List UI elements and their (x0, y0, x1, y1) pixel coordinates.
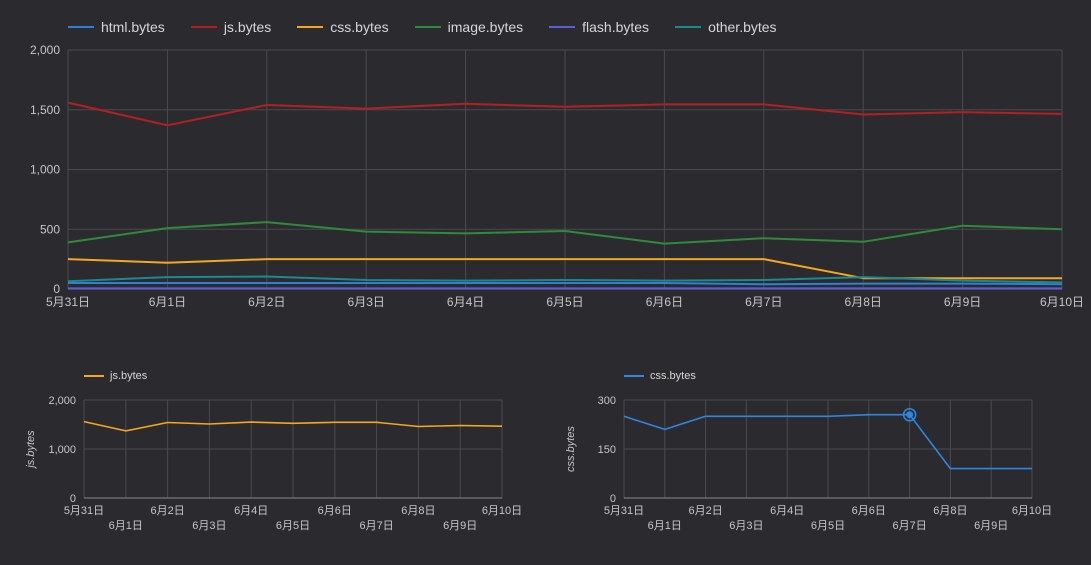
x-tick-label: 6月3日 (192, 520, 226, 532)
series-line-image (67, 221, 1063, 245)
x-tick-label: 6月9日 (443, 520, 477, 532)
legend-label: image.bytes (447, 19, 524, 35)
x-tick-label: 6月4日 (447, 295, 484, 309)
chart-1: 0 1,000 2,000 5月31日 6月1日 6月2日 6月3日 6月4日 6月5日 6月6日… (25, 395, 522, 532)
legend-swatch (68, 26, 94, 28)
x-tick-label: 6月10日 (482, 505, 522, 517)
y-tick-label: 150 (598, 444, 616, 456)
x-tick-label: 6月2日 (150, 505, 184, 517)
x-tick-label: 6月1日 (648, 520, 682, 532)
x-tick-label: 6月6日 (646, 295, 683, 309)
x-tick-label: 6月8日 (845, 295, 882, 309)
series-line-other (67, 275, 1063, 284)
x-tick-label: 6月10日 (1012, 505, 1052, 517)
legend-label: html.bytes (101, 19, 165, 35)
x-tick-label: 6月7日 (892, 520, 926, 532)
chart-2: 0 150 300 5月31日 6月1日 6月2日 6月3日 6月4日 6月5日 6月6日 6月7日… (565, 395, 1052, 532)
x-tick-label: 6月3日 (729, 520, 763, 532)
y-tick-label: 0 (70, 493, 76, 505)
legend-label: css.bytes (650, 370, 696, 382)
y-tick-label: 1,500 (30, 103, 60, 117)
legend-item-small_js[interactable]: js.bytes (84, 370, 147, 382)
x-tick-label: 6月5日 (811, 520, 845, 532)
legend-item-image[interactable]: image.bytes (414, 19, 524, 35)
x-tick-label: 6月10日 (1040, 295, 1084, 309)
x-tick-label: 5月31日 (604, 505, 644, 517)
x-tick-label: 6月5日 (546, 295, 583, 309)
x-tick-label: 6月3日 (348, 295, 385, 309)
legend-label: js.bytes (223, 19, 272, 35)
y-tick-label: 2,000 (30, 43, 60, 57)
x-tick-label: 6月8日 (401, 505, 435, 517)
legend-item-small_css[interactable]: css.bytes (624, 370, 696, 382)
legend-label: flash.bytes (582, 19, 650, 35)
main-chart-legend: html.bytes js.bytes css.bytes image.bytes fl… (68, 19, 803, 35)
x-tick-label: 6月7日 (745, 295, 782, 309)
x-tick-label: 6月6日 (318, 505, 352, 517)
series-line-small_css (623, 413, 1032, 470)
legend-swatch (190, 26, 217, 28)
legend-swatch (84, 375, 104, 377)
y-tick-label: 1,000 (30, 163, 60, 177)
legend-item-html[interactable]: html.bytes (68, 19, 165, 35)
x-tick-label: 6月1日 (109, 520, 143, 532)
legend-item-css[interactable]: css.bytes (297, 19, 389, 35)
x-tick-label: 5月31日 (46, 295, 90, 309)
series-line-small_js (83, 420, 503, 432)
x-tick-label: 6月2日 (248, 295, 285, 309)
x-tick-label: 6月9日 (974, 520, 1008, 532)
y-tick-label: 500 (40, 222, 60, 236)
y-tick-label: 2,000 (48, 395, 76, 407)
x-tick-label: 6月8日 (933, 505, 967, 517)
x-tick-label: 6月5日 (276, 520, 310, 532)
x-tick-label: 6月4日 (234, 505, 268, 517)
highlight-point-ring (902, 407, 917, 422)
js-chart-legend: js.bytes (84, 370, 173, 382)
legend-label: other.bytes (708, 19, 777, 35)
chart-0: 0 500 1,000 1,500 2,000 5月31日 6月1日 6月2日 6月3日 6月4日… (30, 43, 1084, 309)
y-axis-title: css.bytes (565, 426, 577, 472)
series-line-js (67, 101, 1063, 127)
y-tick-label: 1,000 (48, 444, 76, 456)
x-tick-label: 6月1日 (149, 295, 186, 309)
y-axis-title: js.bytes (25, 430, 37, 470)
legend-swatch (624, 375, 644, 377)
x-tick-label: 6月7日 (359, 520, 393, 532)
legend-swatch (414, 26, 441, 28)
highlight-point[interactable] (906, 411, 914, 419)
x-tick-label: 6月4日 (770, 505, 804, 517)
legend-item-flash[interactable]: flash.bytes (549, 19, 649, 35)
legend-swatch (549, 26, 576, 28)
x-tick-label: 6月2日 (688, 505, 722, 517)
x-tick-label: 5月31日 (64, 505, 104, 517)
legend-swatch (297, 26, 324, 28)
legend-item-js[interactable]: js.bytes (190, 19, 272, 35)
x-tick-label: 6月6日 (852, 505, 886, 517)
legend-swatch (675, 26, 702, 28)
legend-label: js.bytes (110, 370, 148, 382)
legend-item-other[interactable]: other.bytes (675, 19, 777, 35)
y-tick-label: 0 (53, 282, 60, 296)
legend-label: css.bytes (330, 19, 389, 35)
x-tick-label: 6月9日 (944, 295, 981, 309)
series-line-html (68, 282, 1063, 286)
y-tick-label: 0 (610, 493, 616, 505)
y-tick-label: 300 (598, 395, 616, 407)
css-chart-legend: css.bytes (624, 370, 722, 382)
